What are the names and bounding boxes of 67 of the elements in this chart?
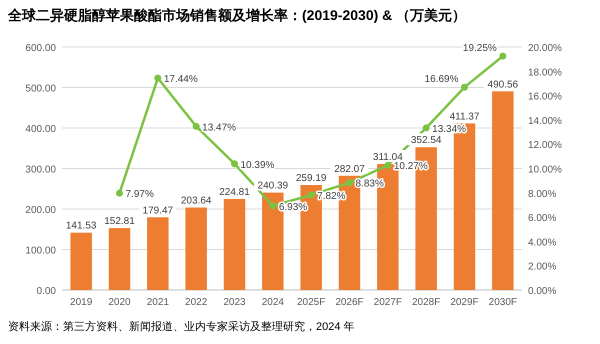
x-tick-label: 2029F bbox=[450, 297, 479, 308]
bar bbox=[70, 232, 92, 290]
data-label: 19.25% bbox=[462, 43, 497, 54]
point bbox=[422, 124, 430, 132]
bar bbox=[185, 208, 207, 290]
y2-tick-label: 6.00% bbox=[528, 213, 556, 224]
x-tick-label: 2019 bbox=[70, 297, 93, 308]
y2-tick-label: 16.00% bbox=[528, 92, 562, 103]
x-tick-label: 2025F bbox=[296, 297, 326, 308]
point bbox=[116, 190, 123, 197]
point bbox=[192, 122, 200, 130]
data-label: 16.69% bbox=[424, 74, 459, 86]
y-tick-label: 600.00 bbox=[25, 43, 56, 54]
y2-tick-label: 14.00% bbox=[528, 116, 562, 127]
point bbox=[308, 191, 315, 198]
data-label: 179.47 bbox=[142, 205, 174, 216]
y2-tick-label: 20.00% bbox=[528, 43, 562, 54]
point bbox=[269, 202, 276, 210]
bar bbox=[224, 198, 246, 290]
data-label: 259.19 bbox=[296, 173, 327, 184]
y-tick-label: 100.00 bbox=[25, 246, 56, 256]
point bbox=[499, 52, 506, 60]
x-tick-label: 2024 bbox=[262, 297, 284, 308]
data-label: 13.47% bbox=[202, 122, 236, 134]
chart-title: 全球二异硬脂醇苹果酸酯市场销售额及增长率：(2019-2030) & （万美元） bbox=[7, 7, 466, 23]
y-tick-label: 400.00 bbox=[25, 124, 56, 135]
data-label: 203.64 bbox=[180, 196, 212, 207]
data-label: 224.81 bbox=[219, 186, 250, 198]
bar bbox=[108, 228, 130, 290]
y2-tick-label: 8.00% bbox=[528, 188, 556, 200]
data-label: 490.56 bbox=[488, 79, 519, 90]
point bbox=[461, 84, 468, 91]
point bbox=[154, 74, 162, 82]
x-tick-label: 2028F bbox=[412, 297, 440, 308]
x-tick-label: 2027F bbox=[374, 297, 402, 308]
y2-tick-label: 2.00% bbox=[528, 262, 556, 273]
data-label: 141.53 bbox=[66, 220, 97, 232]
data-label: 411.37 bbox=[450, 111, 480, 122]
y2-tick-label: 10.00% bbox=[528, 164, 562, 176]
y2-tick-label: 12.00% bbox=[528, 140, 562, 152]
y2-tick-label: 0.00% bbox=[528, 286, 556, 297]
point bbox=[231, 160, 238, 168]
point bbox=[384, 162, 392, 169]
x-tick-label: 2021 bbox=[146, 297, 170, 308]
y2-tick-label: 18.00% bbox=[528, 67, 562, 78]
bar bbox=[147, 217, 169, 290]
data-label: 7.97% bbox=[126, 189, 154, 200]
y-tick-label: 0.00 bbox=[36, 286, 56, 297]
data-label: 240.39 bbox=[258, 180, 289, 192]
y-tick-label: 500.00 bbox=[25, 84, 56, 94]
x-tick-label: 2026F bbox=[335, 297, 364, 308]
x-tick-label: 2020 bbox=[108, 297, 132, 308]
data-label: 17.44% bbox=[164, 74, 198, 86]
y2-tick-label: 4.00% bbox=[528, 237, 556, 248]
x-tick-label: 2022 bbox=[185, 297, 208, 308]
data-label: 10.39% bbox=[240, 160, 275, 171]
data-label: 152.81 bbox=[104, 216, 136, 228]
data-label: 282.07 bbox=[334, 164, 366, 175]
data-label: 311.04 bbox=[372, 152, 404, 164]
text: 资料来源：第三方资料、新闻报道、业内专家采访及整理研究，2024 年 bbox=[8, 320, 355, 333]
bar bbox=[492, 91, 514, 290]
point bbox=[346, 179, 353, 186]
y-tick-label: 300.00 bbox=[25, 164, 56, 176]
data-label: 352.54 bbox=[410, 135, 442, 146]
x-tick-label: 2023 bbox=[223, 297, 246, 308]
x-tick-label: 2030F bbox=[488, 297, 518, 308]
y-tick-label: 200.00 bbox=[25, 205, 56, 216]
